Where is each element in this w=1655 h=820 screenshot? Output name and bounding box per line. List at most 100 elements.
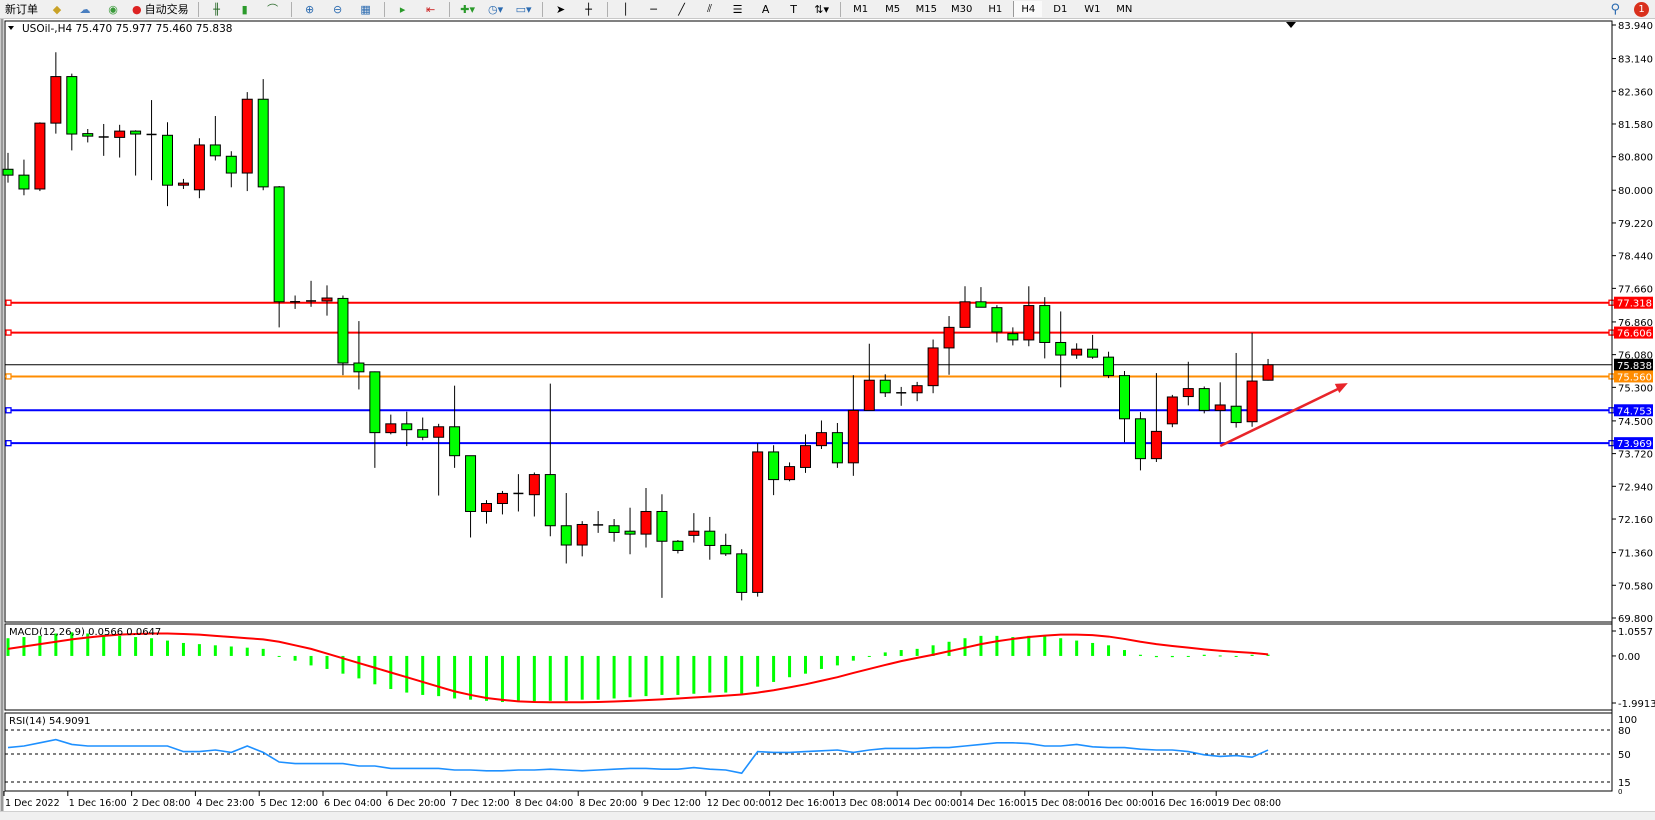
candle (576, 521, 588, 557)
macd-histogram-bar (70, 632, 74, 656)
fibonacci-icon[interactable]: ☰ (732, 2, 743, 16)
price-tick-label: 82.360 (1618, 87, 1653, 98)
macd-histogram-bar (1170, 655, 1174, 658)
autotrading-button[interactable]: ● 自动交易 (129, 1, 192, 17)
chart-menu-triangle-icon[interactable] (8, 26, 14, 30)
time-tick-label: 4 Dec 23:00 (196, 798, 254, 809)
candle (1230, 352, 1242, 428)
candle-body-bearish (1230, 405, 1242, 424)
divider (383, 1, 385, 17)
auto-scroll-icon[interactable]: ▸ (399, 2, 406, 16)
macd-histogram-bar (1266, 654, 1270, 656)
candle (800, 434, 811, 473)
indicators-icon[interactable]: ✚▾ (460, 2, 475, 16)
timeframe-w1[interactable]: W1 (1084, 3, 1101, 15)
trend-arrow-head-icon (1334, 383, 1348, 393)
timeframe-m30[interactable]: M30 (950, 3, 973, 15)
macd-histogram-bar (453, 655, 457, 699)
periods-icon[interactable]: ◷▾ (488, 2, 504, 16)
macd-tick-label: -1.9913 (1618, 699, 1655, 710)
status-strip (0, 811, 1655, 820)
macd-histogram-bar (213, 645, 217, 656)
templates-icon[interactable]: ▭▾ (515, 2, 532, 16)
candle (241, 92, 253, 192)
macd-histogram-bar (851, 655, 855, 661)
candle (209, 116, 221, 161)
price-line-label: 77.318 (1617, 299, 1652, 310)
data-window-icon[interactable]: ☁ (79, 2, 91, 16)
crosshair-icon[interactable]: ┼ (585, 2, 592, 16)
market-watch-icon[interactable]: ◆ (52, 2, 62, 16)
bar-chart-icon[interactable]: ╫ (213, 2, 220, 16)
text-label-icon[interactable]: T (790, 2, 797, 16)
macd-histogram-bar (197, 644, 201, 656)
navigator-icon[interactable]: ◉ (108, 2, 118, 16)
candle (130, 130, 142, 176)
candle (752, 443, 764, 597)
candle-body-bearish (1087, 348, 1099, 358)
macd-label: MACD(12,26,9) 0.0566 0.0647 (9, 627, 161, 638)
arrows-icon[interactable]: ⇅▾ (814, 2, 829, 16)
equidistant-channel-icon[interactable]: ⫽ (707, 2, 713, 15)
candle (1150, 373, 1162, 462)
candle (608, 519, 620, 542)
candle-body-bearish (1039, 305, 1051, 343)
timeframe-d1[interactable]: D1 (1053, 3, 1068, 15)
candle (1087, 334, 1099, 359)
cursor-icon[interactable]: ➤ (556, 2, 566, 16)
candle-body-bullish (752, 451, 764, 593)
candle-body-bearish (1134, 418, 1146, 460)
macd-histogram-bar (277, 655, 281, 657)
price-tick-label: 76.860 (1618, 318, 1653, 329)
search-icon[interactable]: ⚲ (1610, 1, 1620, 17)
macd-histogram-bar (86, 633, 90, 656)
candle (736, 549, 748, 601)
macd-histogram-bar (181, 642, 185, 656)
toolbar: 新订单 ◆ ☁ ◉ ● 自动交易 ╫ ▮ ⌒ ⊕ ⊖ ▦ ▸ ⇤ ✚▾ ◷▾ ▭▾… (0, 0, 1655, 19)
candle (1103, 351, 1115, 379)
macd-histogram-bar (915, 648, 919, 656)
macd-histogram-bar (102, 634, 106, 656)
new-order-button[interactable]: 新订单 (5, 3, 38, 16)
timeframe-m15[interactable]: M15 (915, 3, 937, 15)
candle-body-bearish (369, 371, 381, 434)
trendline-icon[interactable]: ╱ (678, 2, 685, 16)
macd-histogram-bar (1123, 650, 1126, 656)
zoom-out-icon[interactable]: ⊖ (333, 2, 343, 16)
zoom-in-icon[interactable]: ⊕ (305, 2, 315, 16)
candle (656, 494, 668, 598)
candle (911, 381, 923, 402)
price-tick-label: 70.580 (1618, 581, 1653, 592)
text-icon[interactable]: A (761, 2, 770, 16)
divider (290, 1, 292, 17)
time-tick-label: 14 Dec 00:00 (898, 798, 962, 809)
macd-histogram-bar (373, 655, 377, 685)
timeframe-m1[interactable]: M1 (853, 3, 869, 15)
candle-body-bearish (608, 525, 620, 533)
timeframe-h1[interactable]: H1 (988, 3, 1003, 15)
line-chart-icon[interactable]: ⌒ (267, 3, 279, 16)
macd-histogram-bar (995, 635, 999, 656)
horizontal-line-icon[interactable]: ─ (650, 2, 657, 16)
vertical-line-icon[interactable]: │ (622, 2, 629, 16)
timeframe-m5[interactable]: M5 (885, 3, 901, 15)
price-line-label-bg (1614, 358, 1653, 371)
candle (66, 73, 78, 151)
tile-windows-icon[interactable]: ▦ (360, 2, 371, 16)
candle (1198, 386, 1210, 414)
candlestick-icon[interactable]: ▮ (241, 2, 248, 16)
candle-body-bullish (114, 130, 126, 138)
time-tick-label: 13 Dec 08:00 (834, 798, 898, 809)
candle (369, 371, 381, 468)
time-tick-label: 8 Dec 20:00 (579, 798, 637, 809)
candle (704, 516, 716, 560)
chart-shift-icon[interactable]: ⇤ (426, 2, 436, 16)
notification-badge[interactable]: 1 (1634, 1, 1649, 17)
rsi-tick-label: 0 (1618, 788, 1622, 796)
chart-shift-marker-icon[interactable] (1286, 22, 1296, 28)
line-anchor-handle (5, 407, 12, 414)
candle-body-bullish (1166, 396, 1178, 425)
timeframe-h4[interactable]: H4 (1013, 1, 1043, 17)
timeframe-mn[interactable]: MN (1116, 3, 1133, 15)
